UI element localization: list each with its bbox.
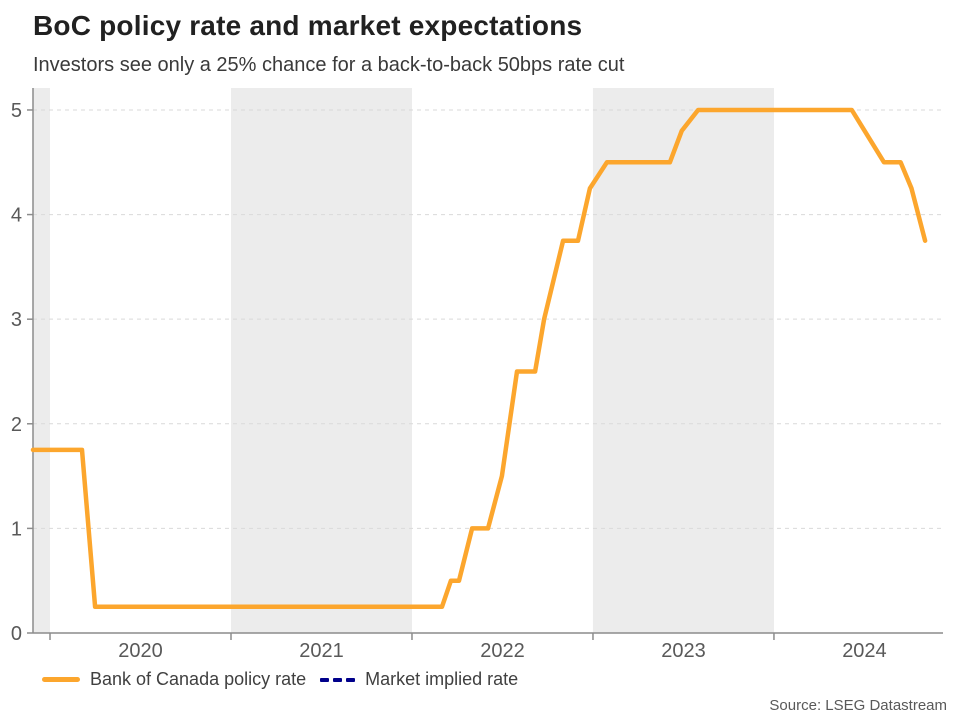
x-tick-label-2021: 2021 (299, 640, 344, 660)
x-tick-label-2023: 2023 (661, 640, 706, 660)
market-implied-line-swatch (320, 677, 356, 682)
y-tick-label-4: 4 (11, 205, 22, 227)
legend-item-policy-rate: Bank of Canada policy rate (42, 669, 306, 690)
policy-rate-line-swatch (42, 677, 80, 682)
source-attribution: Source: LSEG Datastream (769, 697, 947, 714)
chart-subtitle: Investors see only a 25% chance for a ba… (33, 54, 625, 76)
x-tick-label-2024: 2024 (842, 640, 887, 660)
x-tick-label-2020: 2020 (118, 640, 163, 660)
y-tick-label-3: 3 (11, 309, 22, 331)
y-tick-label-5: 5 (11, 100, 22, 122)
y-tick-label-0: 0 (11, 623, 22, 645)
y-tick-label-1: 1 (11, 518, 22, 540)
series-line-bank-of-canada-policy-rate (30, 107, 928, 610)
year-band-2023 (592, 88, 774, 633)
legend-item-market-implied: Market implied rate (320, 669, 518, 690)
chart-legend: Bank of Canada policy rate Market implie… (42, 669, 518, 690)
x-tick-label-2022: 2022 (480, 640, 525, 660)
y-tick-label-2: 2 (11, 414, 22, 436)
legend-label-market-implied: Market implied rate (365, 669, 519, 689)
year-band-2021 (230, 88, 412, 633)
legend-label-policy-rate: Bank of Canada policy rate (90, 669, 307, 689)
rate-chart: 0 1 2 3 4 5 2020 2021 2022 2023 2024 (11, 88, 943, 660)
year-band-2019 (33, 88, 51, 633)
chart-title: BoC policy rate and market expectations (33, 10, 583, 41)
